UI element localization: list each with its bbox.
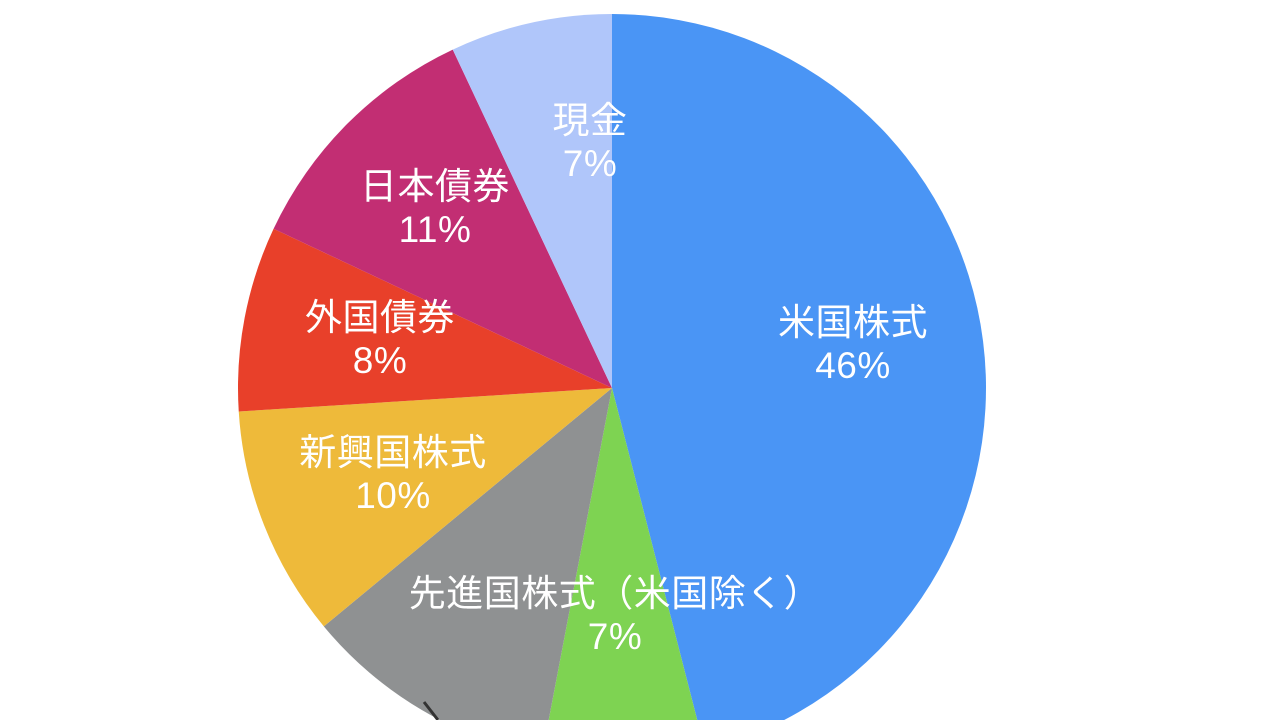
leader-line-offscreen-slice bbox=[422, 701, 440, 720]
pie-slice-group bbox=[238, 13, 986, 720]
pie-slice-gray-equity[interactable] bbox=[323, 388, 612, 720]
pie-leader-line-group bbox=[422, 701, 440, 720]
pie-slice-dev-equity[interactable] bbox=[542, 388, 705, 720]
pie-slice-em-equity[interactable] bbox=[238, 388, 613, 627]
pie-slice-cash[interactable] bbox=[452, 13, 612, 388]
pie-slice-foreign-bond[interactable] bbox=[238, 228, 613, 412]
pie-slice-japan-bond[interactable] bbox=[273, 49, 612, 389]
pie-slice-us-equity[interactable] bbox=[612, 14, 986, 720]
